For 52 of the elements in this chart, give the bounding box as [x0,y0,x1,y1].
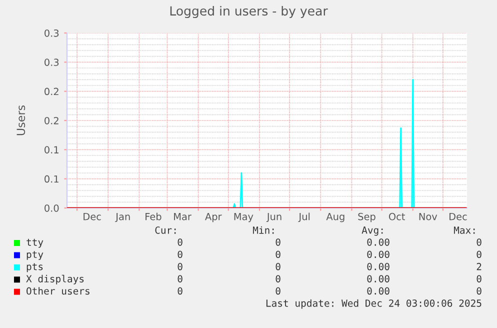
text: Last update: Wed Dec 24 03:00:06 2025 [266,299,482,309]
x-tick-label: Aug [326,213,344,222]
text: 2 [476,262,482,270]
text: 0 [476,238,482,246]
x-tick-label: Jan [115,213,130,222]
text: 0 [178,250,182,258]
x-tick-label: Feb [146,212,162,220]
text: 0 [476,275,482,282]
legend-label: Other users [26,287,90,295]
chart-title: Logged in users - by year [170,6,328,18]
legend-label: tty [26,238,44,248]
text: Cur: [155,226,176,234]
text: Max: [454,226,475,234]
legend-label: pty [26,251,44,260]
x-tick-label: Nov [419,213,438,220]
text: Avg: [362,226,383,236]
text: 0 [276,287,280,295]
text: 0.00 [367,287,390,295]
text: 0 [476,250,482,258]
text: Min: [252,226,274,234]
text: 0 [178,287,182,295]
legend-label: X displays [26,274,84,284]
y-tick-label: 0.2 [44,116,58,124]
y-tick-label: 0.1 [44,146,58,154]
x-tick-label: Sep [358,212,376,222]
legend-label: pts [26,263,43,272]
x-tick-label: May [234,213,254,222]
text: 0 [276,238,280,246]
y-tick-label: 0.1 [44,175,58,183]
y-tick-label: 0.0 [44,204,59,212]
y-tick-label: 0.3 [44,58,59,66]
text: 0.00 [367,250,390,258]
y-tick-label: 0.2 [44,88,58,96]
text: 0 [476,287,482,295]
text: 0.00 [367,262,390,270]
text: 0.00 [367,275,390,282]
text: 0 [178,262,182,270]
x-tick-label: Jun [266,213,282,222]
x-tick-label: Dec [84,213,101,220]
x-tick-label: Jul [298,212,310,222]
y-tick-label: 0.3 [44,29,59,37]
text: 0.00 [367,238,390,246]
y-axis-title: Users [16,105,26,136]
text: 0 [178,238,182,246]
x-tick-label: Apr [205,213,222,222]
x-tick-label: Oct [388,212,405,220]
text: 0 [276,275,280,282]
x-tick-label: Mar [174,213,192,220]
text: 0 [276,262,280,270]
text: 0 [178,275,182,282]
text: 0 [276,250,280,258]
x-tick-label: Dec [450,213,467,220]
